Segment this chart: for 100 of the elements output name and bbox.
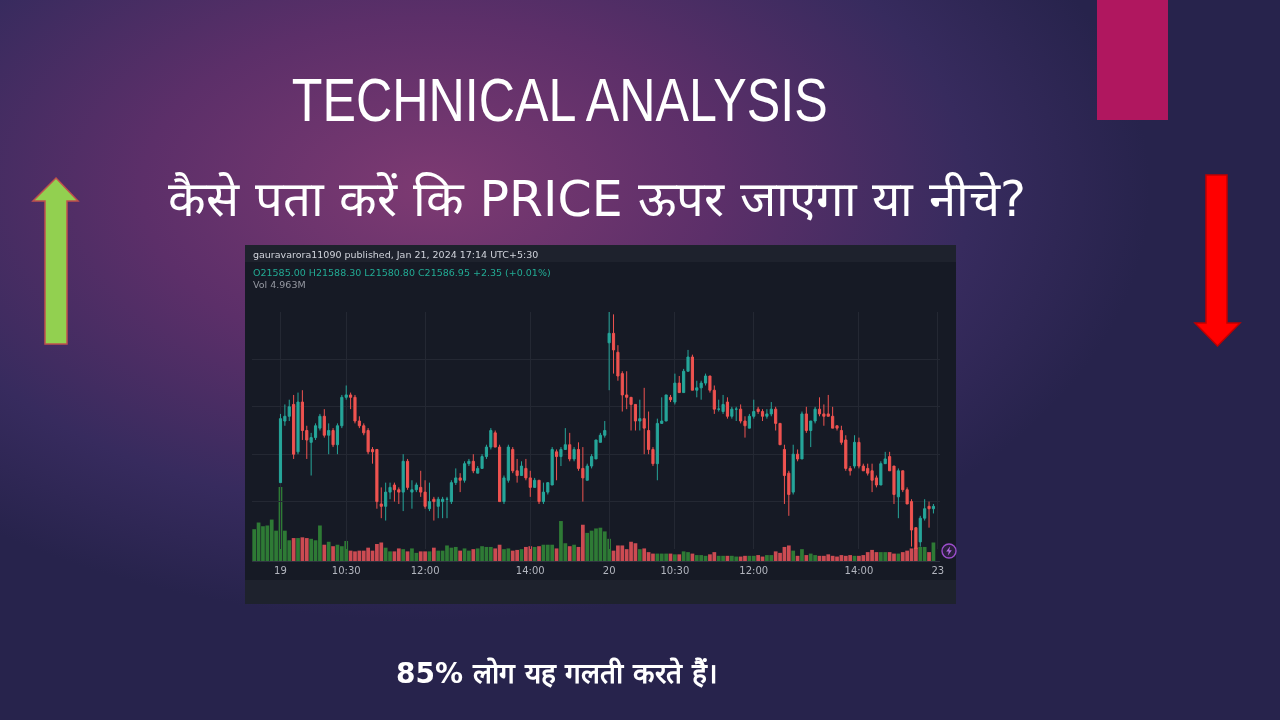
bar	[458, 550, 463, 561]
bar	[309, 538, 314, 561]
bar	[826, 554, 831, 561]
candlestick	[292, 394, 296, 460]
bar	[493, 548, 498, 561]
bar	[905, 550, 909, 561]
bar	[502, 549, 506, 561]
candlestick	[664, 394, 668, 422]
bar	[524, 546, 528, 561]
bar	[786, 545, 791, 561]
bar	[366, 547, 370, 561]
bar	[580, 524, 585, 561]
bar	[410, 548, 414, 561]
candlestick	[852, 434, 857, 469]
bar	[414, 552, 419, 561]
bar	[914, 547, 918, 561]
candlestick	[611, 313, 616, 375]
candlestick	[353, 394, 357, 424]
candlestick	[519, 460, 524, 477]
candlestick	[804, 406, 808, 434]
bar	[716, 555, 721, 561]
bar	[865, 552, 870, 561]
bar	[322, 544, 327, 561]
bar	[637, 549, 642, 561]
bar	[642, 548, 647, 561]
bar	[681, 551, 686, 561]
bar	[488, 546, 493, 561]
chart-title: TECHNICAL ANALYSIS	[292, 65, 828, 134]
x-tick-label: 20	[602, 565, 616, 576]
bar	[480, 546, 484, 561]
candlestick	[533, 477, 537, 488]
bar	[506, 548, 511, 561]
bar	[326, 541, 331, 561]
candlestick	[445, 496, 449, 519]
candlestick	[690, 354, 694, 391]
bar	[537, 546, 541, 561]
bar	[545, 544, 550, 561]
candlestick	[734, 406, 738, 422]
bar	[900, 552, 905, 561]
bar	[830, 555, 835, 561]
candlestick	[760, 408, 765, 422]
candlestick	[668, 394, 673, 403]
bar	[743, 555, 747, 561]
bar	[651, 553, 655, 561]
bar	[602, 531, 607, 561]
candlestick	[721, 394, 725, 415]
bar	[361, 550, 366, 561]
bar	[616, 545, 620, 561]
bar	[918, 546, 923, 561]
bar	[331, 546, 335, 561]
bar	[756, 555, 760, 561]
chart-subtitle: कैसे पता करें कि PRICE ऊपर जाएगा या नीचे?	[168, 171, 1026, 228]
bar	[594, 528, 598, 561]
candlestick	[717, 399, 721, 413]
candlestick	[725, 396, 730, 420]
bar	[436, 550, 441, 561]
candlestick	[375, 448, 379, 510]
x-tick-label: 19	[274, 565, 287, 576]
bar	[751, 555, 756, 561]
bar	[445, 545, 449, 561]
bar	[734, 556, 739, 561]
bar	[572, 544, 576, 561]
candlestick	[730, 406, 734, 420]
bar	[694, 555, 699, 561]
text: O21585.00 H21588.30 L21580.80 C21586.95 +2.35 (+0.01%)	[253, 267, 551, 279]
bar	[528, 546, 533, 561]
candlestick	[436, 496, 440, 519]
bar	[396, 548, 401, 561]
bar	[804, 555, 809, 561]
candlestick	[568, 432, 572, 462]
bar	[708, 554, 712, 561]
bar	[712, 552, 717, 561]
bar	[567, 546, 572, 561]
bar	[296, 538, 300, 561]
bar	[765, 555, 769, 561]
bar	[453, 546, 458, 561]
bar	[843, 555, 848, 561]
candlestick	[673, 373, 677, 405]
text: 85% लोग यह गलती करते हैं।	[396, 657, 718, 690]
candlestick	[401, 453, 405, 512]
bar	[515, 549, 519, 561]
bar	[857, 555, 861, 561]
candlestick	[642, 387, 646, 455]
bar	[471, 549, 476, 561]
bar	[773, 551, 778, 561]
bar	[532, 546, 537, 561]
candlestick	[870, 463, 874, 493]
bar	[699, 555, 704, 561]
x-tick-label: 14:00	[844, 565, 874, 576]
bar	[673, 554, 677, 561]
bar	[388, 551, 392, 561]
bar	[432, 547, 436, 561]
bar	[375, 543, 379, 561]
candlestick	[410, 479, 414, 510]
candlestick	[405, 458, 410, 491]
bar	[729, 555, 734, 561]
bar	[927, 552, 931, 561]
bar	[418, 551, 423, 561]
candlestick	[462, 460, 467, 484]
candlestick	[791, 444, 795, 495]
